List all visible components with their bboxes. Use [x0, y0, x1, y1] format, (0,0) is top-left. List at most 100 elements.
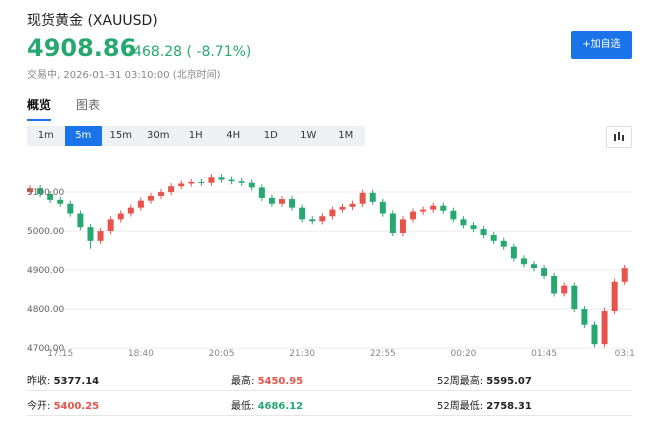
- stat: 今开: 5400.25: [27, 397, 99, 412]
- stat-value: 5400.25: [53, 401, 100, 412]
- stat-value: 5595.07: [486, 376, 532, 387]
- candle-body: [137, 200, 144, 208]
- candle-body: [228, 179, 235, 182]
- interval-bar: 1m 5m 15m 30m 1H 4H 1D 1W 1M: [27, 126, 365, 146]
- candle-body: [339, 206, 346, 210]
- interval-button[interactable]: 5m: [64, 126, 102, 146]
- x-tick-label: 03:1: [615, 349, 635, 359]
- candle-body: [299, 207, 306, 220]
- candle-body: [359, 192, 366, 204]
- candle-body: [127, 207, 134, 214]
- stat-label: 今开:: [27, 401, 51, 412]
- candle-body: [188, 181, 195, 184]
- stat: 昨收: 5377.14: [27, 372, 99, 387]
- candle-body: [369, 192, 376, 202]
- candle-body: [319, 216, 326, 222]
- stat: 最低: 4686.12: [231, 397, 303, 412]
- candle-body: [510, 246, 517, 259]
- interval-button[interactable]: 1m: [37, 130, 54, 141]
- stat-label: 最低:: [231, 401, 255, 412]
- candle-body: [601, 311, 608, 345]
- candle-body: [520, 258, 527, 265]
- stat-value: 2758.31: [486, 401, 532, 412]
- candle-body: [470, 225, 477, 230]
- candle-body: [218, 177, 225, 180]
- candlestick-chart: 4700.00 4800.00 4900.00 5000.00 5100.00 17:15…: [27, 174, 635, 359]
- candle-body: [107, 219, 114, 232]
- candle-body: [289, 199, 296, 208]
- y-tick-label: 4800.00: [27, 305, 64, 315]
- stat-label: 最高:: [231, 376, 255, 387]
- candle-body: [450, 210, 457, 220]
- candle-body: [480, 229, 487, 235]
- x-tick-label: 01:45: [531, 349, 557, 359]
- candle-body: [87, 227, 94, 241]
- stat-value: 4686.12: [257, 401, 304, 412]
- candle-body: [279, 199, 285, 204]
- stat: 52周最高: 5595.07: [437, 372, 532, 387]
- candle-body: [97, 231, 104, 241]
- price: 4908.86: [27, 34, 137, 62]
- candle-body: [551, 275, 558, 294]
- candle-body: [258, 187, 265, 198]
- interval-button[interactable]: 4H: [226, 130, 241, 141]
- stat-label: 52周最低:: [437, 401, 484, 412]
- candle-body: [460, 219, 467, 226]
- icon: [614, 132, 624, 141]
- candle-body: [399, 219, 406, 234]
- chart-type-button[interactable]: [606, 126, 632, 148]
- candle-body: [27, 188, 33, 193]
- candle-body: [268, 197, 275, 204]
- candle-body: [379, 201, 386, 214]
- candle-body: [581, 309, 588, 325]
- candle-body: [208, 177, 215, 183]
- stats-row: 今开: 5400.25 最低: 4686.12 52周最低: 2758.31: [27, 391, 632, 416]
- candle-body: [430, 205, 437, 210]
- x-tick-label: 18:40: [128, 349, 154, 359]
- candle-body: [158, 192, 165, 196]
- y-tick-label: 4900.00: [27, 266, 64, 276]
- x-tick-label: 17:15: [47, 349, 73, 359]
- candle-body: [420, 209, 427, 212]
- candle-body: [117, 213, 124, 220]
- x-tick-label: 22:55: [370, 349, 396, 359]
- candle-body: [238, 181, 245, 183]
- y-tick-label: 5100.00: [27, 188, 64, 198]
- interval-button[interactable]: 15m: [109, 130, 132, 141]
- candle-body: [541, 268, 548, 276]
- interval-button[interactable]: 30m: [147, 130, 170, 141]
- candle-body: [531, 264, 537, 269]
- candle-body: [611, 281, 618, 312]
- y-tick-label: 4700.00: [27, 344, 64, 354]
- add-watchlist-button[interactable]: +加自选: [571, 31, 632, 59]
- x-tick-label: 20:05: [209, 349, 235, 359]
- stat-label: 昨收:: [27, 376, 51, 387]
- interval-button[interactable]: 1H: [188, 130, 203, 141]
- candle-body: [591, 324, 598, 345]
- x-tick-label: 21:30: [289, 349, 315, 359]
- candle-body: [561, 285, 568, 294]
- candle-body: [571, 285, 578, 310]
- tab[interactable]: 概览: [27, 96, 52, 121]
- candle-body: [47, 194, 54, 200]
- x-tick-label: 00:20: [450, 349, 476, 359]
- candle-body: [440, 205, 447, 211]
- candle-body: [309, 219, 316, 222]
- candle-body: [57, 199, 64, 204]
- stat-value: 5450.95: [257, 376, 304, 387]
- interval-button[interactable]: 1M: [338, 130, 354, 141]
- candle-body: [248, 182, 255, 188]
- interval-button[interactable]: 1W: [300, 130, 317, 141]
- interval-button[interactable]: 1D: [263, 130, 278, 141]
- candle-body: [168, 186, 175, 193]
- candle-body: [77, 213, 84, 228]
- candle-body: [349, 203, 356, 207]
- stat: 52周最低: 2758.31: [437, 397, 532, 412]
- stat-value: 5377.14: [53, 376, 100, 387]
- stat-label: 52周最高:: [437, 376, 484, 387]
- candle-body: [621, 268, 628, 282]
- tab[interactable]: 图表: [76, 98, 101, 112]
- candle-body: [410, 211, 417, 220]
- candle-body: [147, 195, 154, 201]
